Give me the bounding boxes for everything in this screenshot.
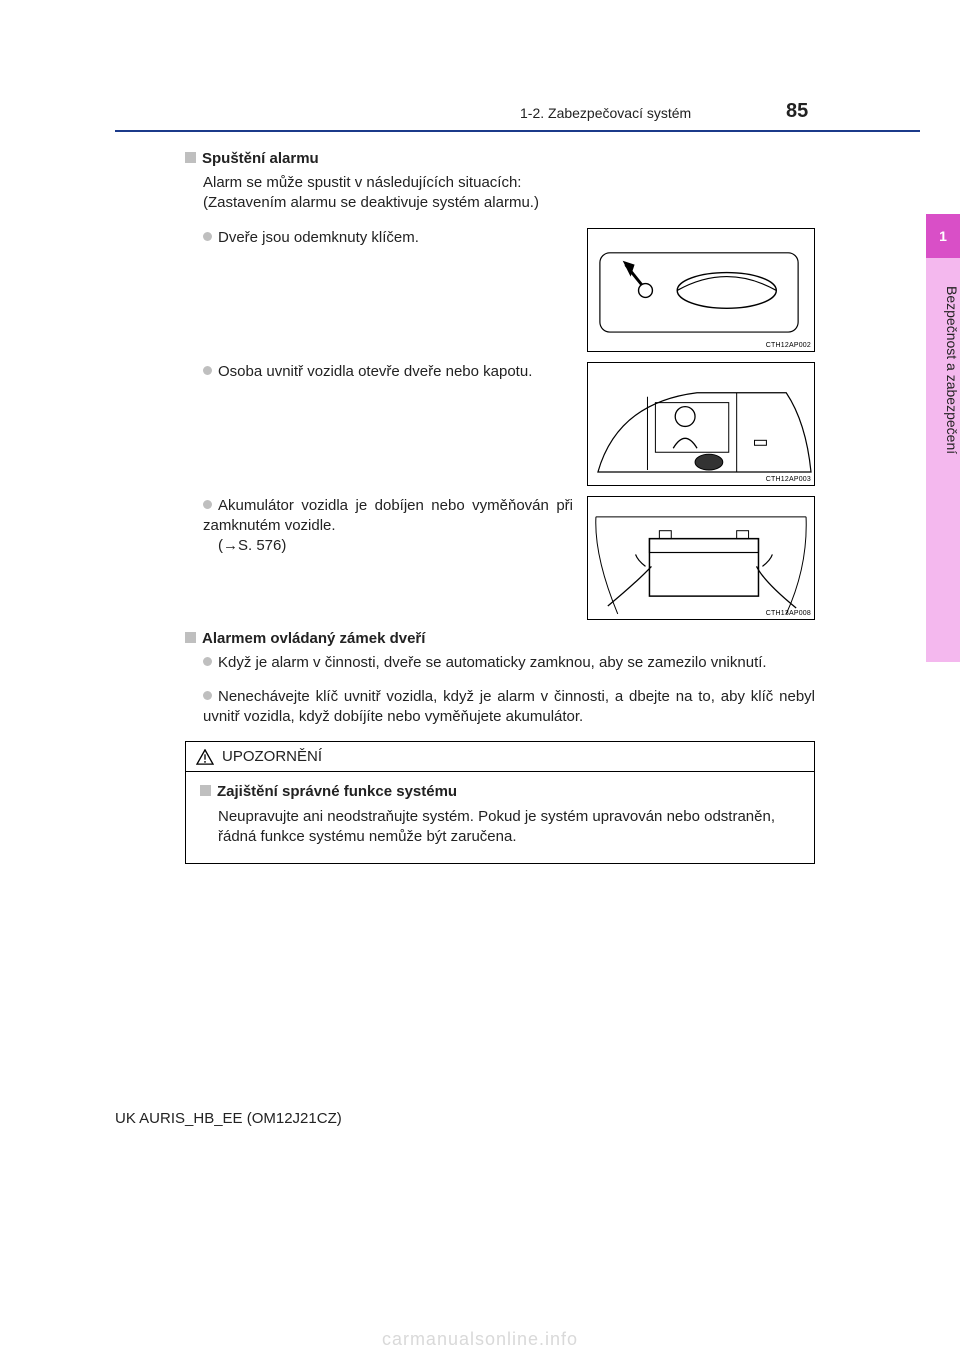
trigger-item-1-label: Dveře jsou odemknuty klíčem. [218,229,419,246]
header-section-label: 1-2. Zabezpečovací systém [520,105,691,121]
figure-3-code: CTH13AP008 [766,610,811,617]
figure-1-code: CTH12AP002 [766,342,811,349]
round-bullet-icon [203,657,212,666]
trigger-item-1: Dveře jsou odemknuty klíčem. CTH12AP002 [203,228,815,352]
trigger-item-3-label: Akumulátor vozidla je dobíjen nebo vyměň… [203,497,573,534]
lock-item-1: Když je alarm v činnosti, dveře se autom… [203,653,815,673]
sidebar-chapter-label: Bezpečnost a zabezpečení [926,280,960,640]
round-bullet-icon [203,691,212,700]
header-page-number: 85 [786,100,808,123]
round-bullet-icon [203,500,212,509]
trigger-item-2-text: Osoba uvnitř vozidla otevře dveře nebo k… [203,362,587,382]
warning-triangle-icon [196,749,214,765]
trigger-intro: Alarm se může spustit v následujících si… [203,173,815,214]
warning-title-text: Zajištění správné funkce systému [217,783,457,800]
trigger-intro-line1: Alarm se může spustit v následujících si… [203,174,521,191]
round-bullet-icon [203,232,212,241]
header-rule [115,130,920,132]
figure-battery: CTH13AP008 [587,496,815,620]
person-in-car-icon [588,363,814,486]
lock-item-2: Nenechávejte klíč uvnitř vozidla, když j… [203,687,815,728]
square-bullet-icon [185,632,196,643]
trigger-item-3-text: Akumulátor vozidla je dobíjen nebo vyměň… [203,496,587,557]
footer-doc-code: UK AURIS_HB_EE (OM12J21CZ) [115,1110,342,1127]
trigger-intro-line2: (Zastavením alarmu se deaktivuje systém … [203,194,539,211]
content-column: Spuštění alarmu Alarm se může spustit v … [185,150,815,864]
trigger-item-2: Osoba uvnitř vozidla otevře dveře nebo k… [203,362,815,486]
lock-item-1-text: Když je alarm v činnosti, dveře se autom… [218,654,767,671]
lock-item-2-text: Nenechávejte klíč uvnitř vozidla, když j… [203,688,815,725]
sidebar-chapter-number: 1 [926,214,960,258]
trigger-item-3-ref: (→S. 576) [218,537,286,554]
door-handle-icon [588,229,814,352]
section-trigger-title: Spuštění alarmu [185,150,815,167]
trigger-item-1-text: Dveře jsou odemknuty klíčem. [203,228,587,248]
square-bullet-icon [200,785,211,796]
watermark: carmanualsonline.info [0,1329,960,1350]
warning-body-text: Neupravujte ani neodstraňujte systém. Po… [218,807,800,848]
figure-door-handle: CTH12AP002 [587,228,815,352]
warning-box: UPOZORNĚNÍ Zajištění správné funkce syst… [185,741,815,864]
section-lock-title-text: Alarmem ovládaný zámek dveří [202,630,425,647]
figure-person-in-car: CTH12AP003 [587,362,815,486]
warning-body: Zajištění správné funkce systému Neuprav… [186,772,814,863]
figure-2-code: CTH12AP003 [766,476,811,483]
page-root: 1 Bezpečnost a zabezpečení 1-2. Zabezpeč… [0,0,960,1358]
section-lock-title: Alarmem ovládaný zámek dveří [185,630,815,647]
trigger-item-2-label: Osoba uvnitř vozidla otevře dveře nebo k… [218,363,532,380]
battery-icon [588,497,814,620]
section-trigger-title-text: Spuštění alarmu [202,150,319,167]
trigger-item-3: Akumulátor vozidla je dobíjen nebo vyměň… [203,496,815,620]
warning-title: Zajištění správné funkce systému [200,782,800,802]
square-bullet-icon [185,152,196,163]
warning-label: UPOZORNĚNÍ [222,748,322,765]
warning-header: UPOZORNĚNÍ [186,742,814,772]
round-bullet-icon [203,366,212,375]
